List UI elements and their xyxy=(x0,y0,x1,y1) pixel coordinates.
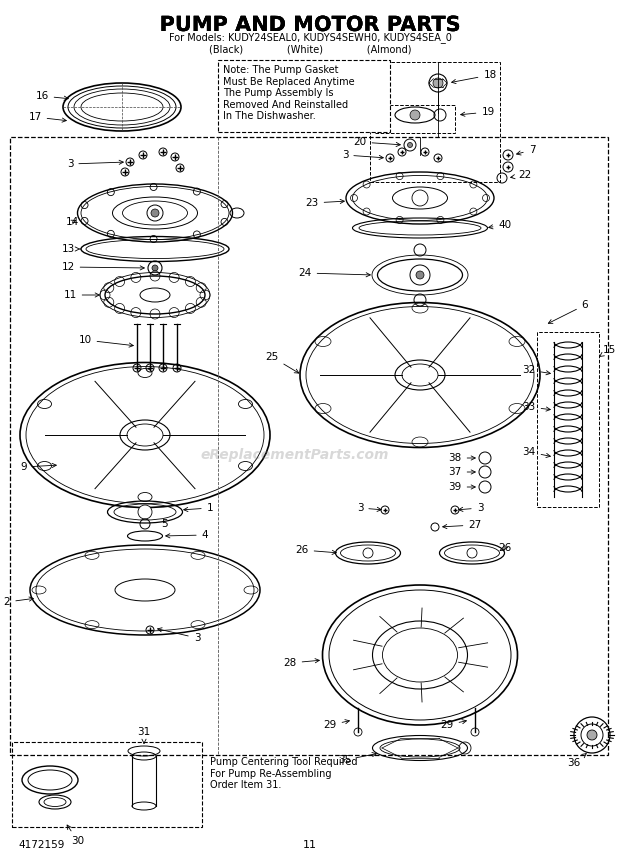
Text: For Models: KUDY24SEAL0, KUDYS4SEWH0, KUDYS4SEA_0: For Models: KUDY24SEAL0, KUDYS4SEWH0, KU… xyxy=(169,32,451,43)
Bar xyxy=(12,742,202,827)
Text: 19: 19 xyxy=(461,107,495,117)
Text: 40: 40 xyxy=(489,220,511,230)
Text: 25: 25 xyxy=(265,352,299,373)
Text: 3: 3 xyxy=(459,503,484,513)
Text: 35: 35 xyxy=(339,752,376,765)
Text: 15: 15 xyxy=(600,345,616,357)
Text: 3: 3 xyxy=(342,150,383,160)
Text: 16: 16 xyxy=(35,91,68,101)
Text: 32: 32 xyxy=(523,365,551,375)
Text: 33: 33 xyxy=(523,402,551,412)
Text: 34: 34 xyxy=(523,447,551,457)
Text: 1: 1 xyxy=(184,503,213,513)
Circle shape xyxy=(416,271,424,279)
Circle shape xyxy=(407,142,412,147)
Text: 27: 27 xyxy=(443,520,482,530)
Text: 11: 11 xyxy=(63,290,99,300)
Circle shape xyxy=(410,110,420,120)
Text: 2: 2 xyxy=(4,597,33,607)
Text: 9: 9 xyxy=(20,462,56,472)
Text: 37: 37 xyxy=(448,467,476,477)
Text: 29: 29 xyxy=(324,720,350,730)
Text: 3: 3 xyxy=(67,159,123,169)
Text: 4172159: 4172159 xyxy=(18,840,64,850)
Circle shape xyxy=(151,209,159,217)
Circle shape xyxy=(587,730,597,740)
Text: 17: 17 xyxy=(29,112,66,122)
Text: 24: 24 xyxy=(298,268,370,278)
Text: 39: 39 xyxy=(448,482,476,492)
Text: 6: 6 xyxy=(548,300,588,324)
Circle shape xyxy=(410,265,430,285)
Circle shape xyxy=(467,548,477,558)
Circle shape xyxy=(138,505,152,519)
Text: 20: 20 xyxy=(353,137,401,147)
Text: 26: 26 xyxy=(295,545,336,555)
Text: 14: 14 xyxy=(65,217,79,227)
Text: PUMP AND MOTOR PARTS: PUMP AND MOTOR PARTS xyxy=(159,15,461,35)
Circle shape xyxy=(152,265,158,271)
Text: eReplacementParts.com: eReplacementParts.com xyxy=(201,448,389,462)
Bar xyxy=(10,137,608,755)
Bar xyxy=(370,62,500,182)
Text: 13: 13 xyxy=(61,244,80,254)
Text: Note: The Pump Gasket
Must Be Replaced Anytime
The Pump Assembly Is
Removed And : Note: The Pump Gasket Must Be Replaced A… xyxy=(223,65,355,122)
Text: 38: 38 xyxy=(448,453,476,463)
Text: Pump Centering Tool Required
For Pump Re-Assembling
Order Item 31.: Pump Centering Tool Required For Pump Re… xyxy=(210,757,358,790)
Text: 7: 7 xyxy=(516,145,535,155)
Circle shape xyxy=(363,548,373,558)
Text: 31: 31 xyxy=(138,727,151,743)
Bar xyxy=(375,105,455,133)
Text: 3: 3 xyxy=(157,627,200,643)
Text: 18: 18 xyxy=(451,70,497,84)
Text: 5: 5 xyxy=(161,519,167,529)
Circle shape xyxy=(433,78,443,88)
Text: 28: 28 xyxy=(283,658,319,668)
Circle shape xyxy=(412,190,428,206)
Text: 23: 23 xyxy=(306,198,344,208)
Text: 30: 30 xyxy=(67,825,84,846)
Text: 22: 22 xyxy=(511,170,531,180)
Text: 10: 10 xyxy=(79,335,133,348)
Bar xyxy=(537,332,599,507)
Text: 4: 4 xyxy=(166,530,208,540)
Text: 3: 3 xyxy=(356,503,381,513)
Text: 36: 36 xyxy=(567,753,587,768)
Text: 11: 11 xyxy=(303,840,317,850)
Text: 12: 12 xyxy=(61,262,144,272)
Text: 26: 26 xyxy=(498,543,511,553)
Bar xyxy=(218,60,390,132)
Text: (Black)              (White)              (Almond): (Black) (White) (Almond) xyxy=(209,44,411,54)
Text: 29: 29 xyxy=(440,720,466,730)
